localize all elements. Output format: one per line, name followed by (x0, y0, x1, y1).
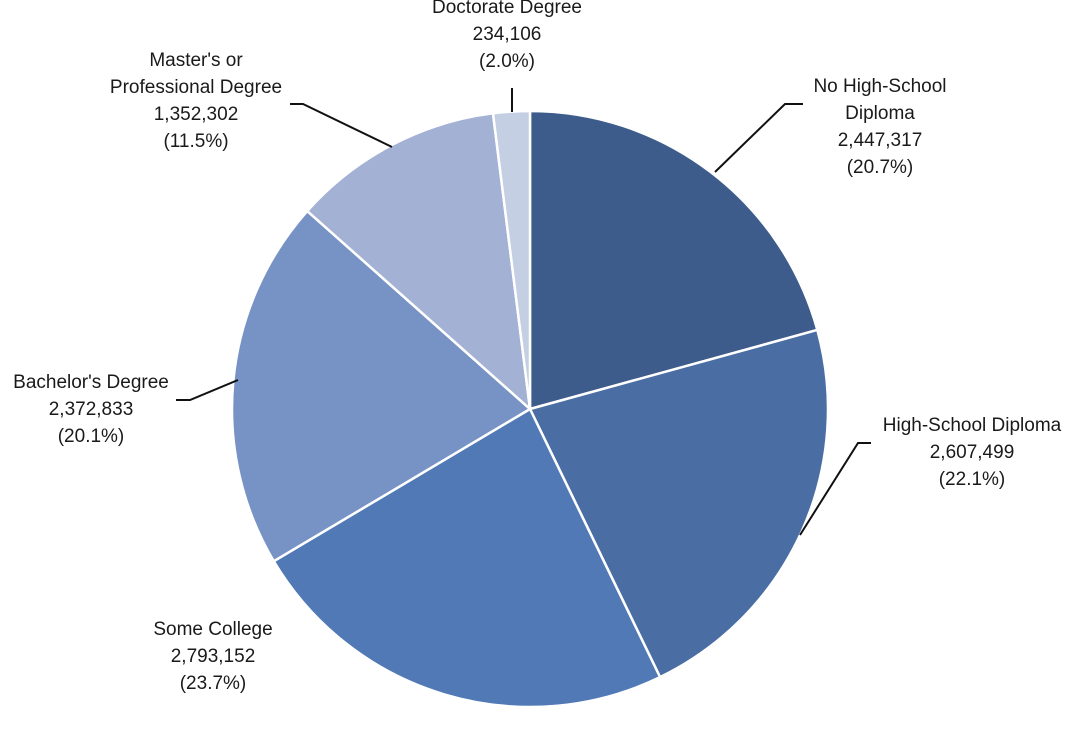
slice-percent-text: (11.5%) (163, 131, 228, 152)
slice-label-doctorate-degree: Doctorate Degree 234,106 (2.0%) (432, 0, 582, 72)
pie-slice-no-high-school-diploma (528, 109, 819, 411)
leader-line-bachelor-s-degree (176, 379, 239, 401)
slice-percent-text: (22.1%) (939, 469, 1006, 490)
leader-lines (176, 88, 871, 536)
leader-line-high-school-diploma (799, 442, 871, 536)
slice-label-master-s-or-professional-degree: Master's or Professional Degree 1,352,302 (… (110, 50, 282, 152)
pie-slice-some-college (272, 407, 662, 709)
slice-label-text: High-School Diploma (883, 415, 1062, 436)
pie-slices (230, 109, 830, 709)
slice-value-text: 234,106 (473, 24, 542, 45)
slice-percent-text: (20.7%) (847, 157, 914, 178)
slice-labels: No High-School Diploma 2,447,317 (20.7%) Hig… (13, 0, 1062, 694)
slice-label-text: Master's or (149, 50, 243, 71)
slice-value-text: 2,793,152 (171, 646, 256, 667)
slice-value-text: 2,607,499 (930, 442, 1015, 463)
slice-label-bachelor-s-degree: Bachelor's Degree 2,372,833 (20.1%) (13, 372, 169, 447)
slice-percent-text: (20.1%) (58, 426, 125, 447)
leader-line-master-s-or-professional-degree (290, 103, 393, 148)
slice-label-text: Diploma (845, 103, 915, 124)
slice-label-some-college: Some College 2,793,152 (23.7%) (153, 619, 272, 694)
slice-percent-text: (23.7%) (180, 673, 247, 694)
slice-label-text: No High-School (813, 76, 946, 97)
slice-label-text: Professional Degree (110, 77, 282, 98)
slice-percent-text: (2.0%) (479, 51, 535, 72)
leader-line-no-high-school-diploma (714, 103, 803, 173)
slice-label-text: Doctorate Degree (432, 0, 582, 18)
slice-label-high-school-diploma: High-School Diploma 2,607,499 (22.1%) (883, 415, 1062, 490)
slice-label-text: Bachelor's Degree (13, 372, 169, 393)
slice-value-text: 2,447,317 (838, 130, 923, 151)
pie-slice-master-s-or-professional-degree (305, 111, 532, 413)
pie-slice-bachelor-s-degree (230, 209, 533, 563)
slice-label-no-high-school-diploma: No High-School Diploma 2,447,317 (20.7%) (813, 76, 946, 178)
slice-value-text: 2,372,833 (49, 399, 134, 420)
slice-value-text: 1,352,302 (154, 104, 239, 125)
slice-label-text: Some College (153, 619, 272, 640)
